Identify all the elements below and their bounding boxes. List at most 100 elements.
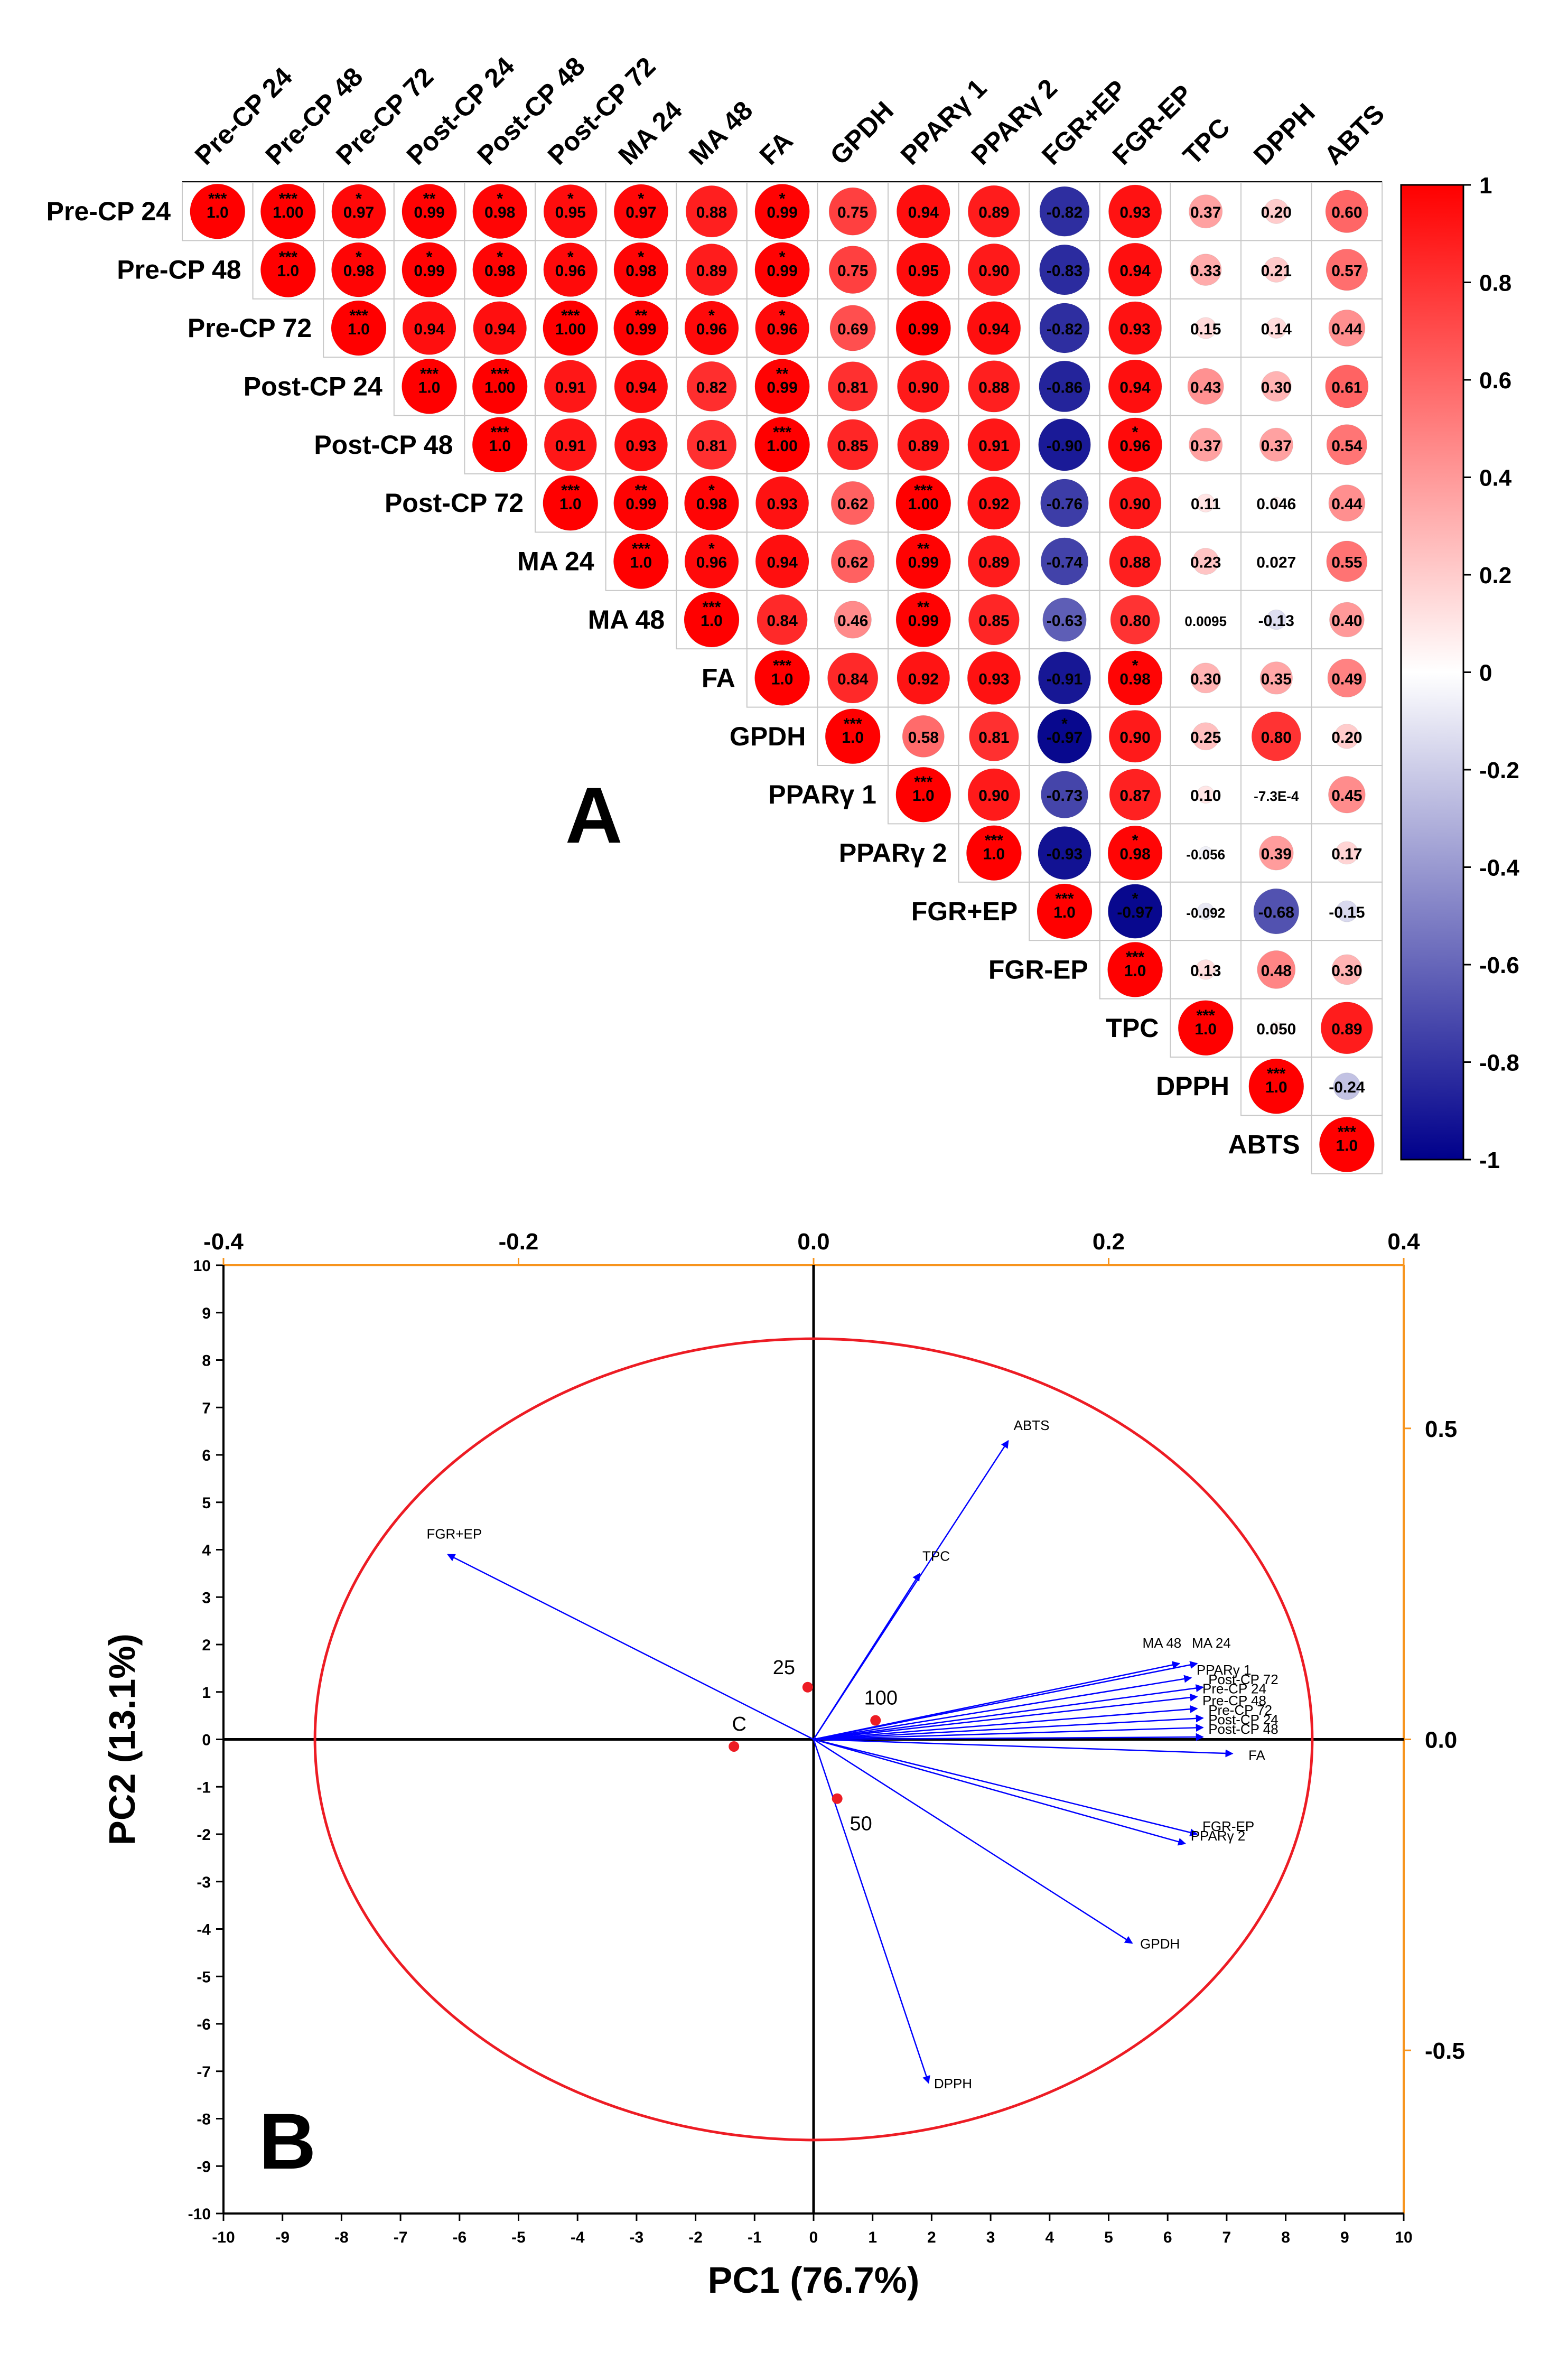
heatmap-value: 0.58	[908, 729, 939, 746]
x-tick-label: 10	[1395, 2229, 1412, 2246]
heatmap-value: -0.90	[1047, 437, 1082, 455]
heatmap-value: 0.62	[837, 496, 868, 513]
heatmap-circle	[1039, 244, 1090, 295]
header-row-label: FA	[702, 663, 735, 693]
heatmap-circle	[897, 418, 950, 471]
colorbar-tick-label: 1	[1479, 173, 1492, 199]
heatmap-value: 0.99	[908, 321, 939, 338]
heatmap-value: 0.20	[1261, 204, 1292, 221]
y-tick-label: -7	[197, 2063, 211, 2081]
heatmap-value: 1.00	[273, 204, 303, 221]
x-tick-label: 3	[986, 2229, 995, 2246]
heatmap-circle	[1271, 556, 1281, 566]
loading-arrow	[813, 1723, 1204, 1740]
loading-label: FGR+EP	[426, 1526, 482, 1542]
sample-point	[870, 1715, 881, 1726]
x-tick-label: 4	[1045, 2229, 1054, 2246]
significance-stars: ***	[349, 307, 368, 324]
heatmap-value: 0.0095	[1184, 613, 1227, 629]
heatmap-circle	[1109, 535, 1161, 587]
heatmap-circle	[827, 361, 878, 412]
y-tick-label: 3	[202, 1589, 211, 1607]
sample-point	[802, 1682, 813, 1693]
heatmap-circle	[1187, 368, 1224, 405]
loading-label: GPDH	[1140, 1936, 1180, 1951]
heatmap-circle	[1336, 900, 1358, 922]
heatmap-circle	[1108, 301, 1162, 355]
heatmap-value: 0.43	[1190, 379, 1221, 396]
heatmap-value: 0.88	[696, 204, 727, 221]
heatmap-value: 0.97	[343, 204, 374, 221]
significance-stars: ***	[844, 715, 862, 733]
loading-label: Post-CP 72	[1208, 1671, 1278, 1687]
heatmap-circle	[754, 417, 810, 473]
x-tick-label: 5	[1104, 2229, 1113, 2246]
heatmap-circle	[402, 358, 458, 414]
y-tick-label: 8	[202, 1352, 211, 1370]
y-tick-label: -6	[197, 2016, 211, 2033]
x-tick-label: -4	[571, 2229, 585, 2246]
x-tick-label: 7	[1222, 2229, 1231, 2246]
heatmap-value: 0.046	[1256, 496, 1296, 513]
heatmap-value: 0.15	[1190, 321, 1221, 338]
heatmap-circle	[754, 242, 810, 297]
heatmap-circle	[897, 360, 950, 413]
heatmap-circle	[1192, 548, 1219, 575]
heatmap-value: 0.98	[1119, 670, 1150, 688]
heatmap-circle	[1107, 650, 1163, 706]
heatmap-circle	[402, 242, 457, 297]
heatmap-value: -0.092	[1186, 905, 1225, 921]
heatmap-circle	[755, 534, 809, 589]
heatmap-circle	[1258, 835, 1294, 871]
correlation-heatmap: Pre-CP 24 Pre-CP 48 Pre-CP 72 Post-CP 24 Pos…	[46, 51, 1519, 1174]
heatmap-value: 1.0	[1336, 1137, 1358, 1155]
heatmap-circle	[967, 651, 1021, 705]
heatmap-circle	[1251, 711, 1301, 761]
significance-stars: ***	[491, 365, 509, 382]
heatmap-value: 1.0	[630, 554, 652, 572]
x-tick-label: 9	[1340, 2229, 1349, 2246]
heatmap-value: 0.91	[978, 437, 1009, 455]
heatmap-circle	[754, 650, 810, 706]
heatmap-circle	[1259, 427, 1293, 462]
heatmap-value: -0.93	[1047, 846, 1082, 863]
significance-stars: ***	[561, 482, 580, 499]
heatmap-circle	[543, 184, 598, 239]
heatmap-value: 0.99	[626, 321, 656, 338]
heatmap-value: 0.88	[1119, 554, 1150, 572]
heatmap-value: 0.75	[837, 204, 868, 221]
heatmap-value: 0.98	[1119, 846, 1150, 863]
heatmap-value: 0.99	[767, 379, 797, 396]
loading-label: ABTS	[1014, 1417, 1050, 1433]
heatmap-value: 1.00	[767, 437, 797, 455]
heatmap-circle	[1257, 950, 1296, 989]
top-tick-label: -0.2	[499, 1229, 539, 1255]
heatmap-circle	[1191, 722, 1220, 751]
heatmap-circle	[1326, 424, 1368, 465]
heatmap-value: 0.40	[1331, 612, 1362, 630]
heatmap-circle	[1253, 888, 1300, 935]
heatmap-value: 0.94	[484, 321, 516, 338]
header-row-label: TPC	[1106, 1013, 1159, 1043]
significance-stars: ***	[561, 307, 580, 324]
sample-label: 25	[773, 1657, 795, 1679]
heatmap-value: 0.17	[1331, 846, 1362, 863]
heatmap-circle	[1334, 724, 1360, 749]
heatmap-value: 1.0	[1265, 1079, 1287, 1096]
heatmap-circle	[543, 300, 599, 356]
heatmap-value: 0.37	[1190, 437, 1221, 455]
heatmap-circle	[686, 419, 737, 470]
heatmap-value: 0.39	[1261, 846, 1292, 863]
heatmap-value: 1.0	[1053, 904, 1076, 921]
significance-stars: *	[497, 249, 503, 266]
heatmap-value: 0.85	[837, 437, 868, 455]
heatmap-circle	[1328, 310, 1366, 347]
loading-arrow	[813, 1739, 1187, 1846]
heatmap-circle	[613, 300, 669, 356]
header-col-label: DPPH	[1248, 98, 1321, 171]
heatmap-value: 0.54	[1331, 437, 1362, 455]
heatmap-circle	[1108, 242, 1162, 297]
loading-label: Pre-CP 24	[1202, 1681, 1266, 1697]
y-tick-label: 4	[202, 1542, 211, 1559]
heatmap-circle	[686, 361, 737, 412]
